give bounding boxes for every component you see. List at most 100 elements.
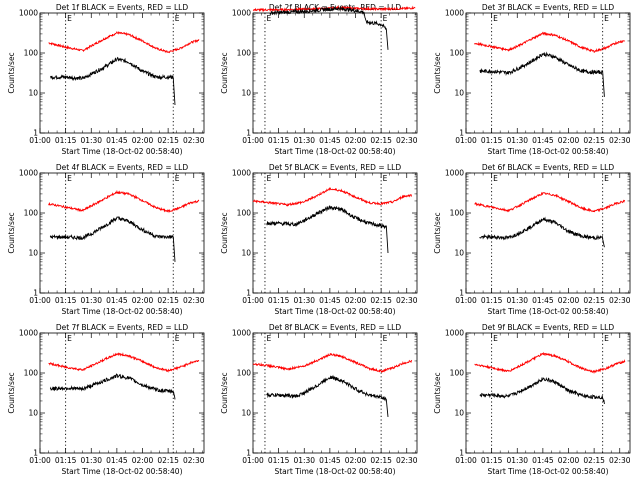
- chart-panel-6: Det 6f BLACK = Events, RED = LLD Counts/s…: [433, 163, 631, 316]
- x-tick-label: 02:30: [609, 296, 631, 305]
- time-marker-label: E: [604, 174, 609, 183]
- x-tick-label: 02:00: [132, 136, 154, 145]
- y-axis-label: Counts/sec: [433, 372, 442, 413]
- x-axis-label: Start Time (18-Oct-02 00:58:40): [61, 467, 182, 476]
- chart-panel-5: Det 5f BLACK = Events, RED = LLD Counts/s…: [220, 163, 418, 316]
- x-tick-label: 01:00: [29, 296, 51, 305]
- y-tick-label: 100: [450, 49, 465, 58]
- y-tick-label: 100: [237, 209, 252, 218]
- chart-title: Det 4f BLACK = Events, RED = LLD: [56, 163, 189, 172]
- chart-title: Det 1f BLACK = Events, RED = LLD: [56, 3, 189, 12]
- y-tick-label: 100: [237, 49, 252, 58]
- x-tick-label: 01:30: [506, 456, 528, 465]
- x-tick-label: 02:00: [345, 296, 367, 305]
- x-tick-label: 01:15: [268, 136, 290, 145]
- chart-title: Det 3f BLACK = Events, RED = LLD: [482, 3, 615, 12]
- x-tick-label: 02:15: [370, 296, 392, 305]
- x-tick-label: 01:00: [29, 456, 51, 465]
- x-tick-label: 02:00: [345, 456, 367, 465]
- x-axis-label: Start Time (18-Oct-02 00:58:40): [61, 307, 182, 316]
- x-tick-label: 01:45: [532, 296, 554, 305]
- y-tick-label: 10: [241, 249, 251, 258]
- x-tick-label: 02:30: [609, 136, 631, 145]
- x-tick-label: 01:45: [532, 136, 554, 145]
- lld-rate-line: [474, 31, 626, 53]
- x-axis-label: Start Time (18-Oct-02 00:58:40): [61, 147, 182, 156]
- x-tick-label: 01:00: [242, 296, 264, 305]
- time-marker-label: E: [175, 334, 180, 343]
- time-marker-label: E: [175, 14, 180, 23]
- time-marker-label: E: [604, 14, 609, 23]
- y-tick-label: 1000: [19, 169, 38, 178]
- lld-rate-line: [474, 191, 626, 213]
- chart-panel-3: Det 3f BLACK = Events, RED = LLD Counts/s…: [433, 3, 631, 156]
- x-tick-label: 01:45: [532, 456, 554, 465]
- x-tick-label: 02:30: [183, 296, 205, 305]
- time-marker-label: E: [383, 14, 388, 23]
- y-tick-label: 1: [459, 449, 464, 458]
- y-tick-label: 10: [241, 409, 251, 418]
- y-tick-label: 1000: [232, 9, 251, 18]
- events-rate-line: [479, 377, 605, 405]
- x-tick-label: 01:30: [293, 296, 315, 305]
- x-tick-label: 01:00: [242, 136, 264, 145]
- events-rate-line: [49, 373, 176, 400]
- x-tick-label: 01:45: [106, 136, 128, 145]
- y-tick-label: 100: [450, 209, 465, 218]
- events-rate-line: [49, 216, 176, 262]
- y-tick-label: 1: [33, 129, 38, 138]
- y-tick-label: 1000: [445, 9, 464, 18]
- y-tick-label: 1: [459, 289, 464, 298]
- x-tick-label: 02:15: [157, 136, 179, 145]
- chart-panel-9: Det 9f BLACK = Events, RED = LLD Counts/s…: [433, 323, 631, 476]
- time-marker-label: E: [493, 334, 498, 343]
- events-rate-line: [266, 374, 389, 417]
- x-tick-label: 01:00: [29, 136, 51, 145]
- x-tick-label: 02:30: [396, 136, 418, 145]
- events-rate-line: [49, 56, 176, 106]
- x-tick-label: 01:30: [80, 456, 102, 465]
- y-axis-label: Counts/sec: [220, 52, 229, 93]
- y-tick-label: 100: [24, 49, 39, 58]
- x-tick-label: 02:00: [558, 456, 580, 465]
- y-tick-label: 10: [454, 89, 464, 98]
- lld-rate-line: [474, 351, 626, 374]
- x-tick-label: 01:30: [506, 296, 528, 305]
- x-tick-label: 01:45: [106, 296, 128, 305]
- y-tick-label: 10: [28, 89, 38, 98]
- y-tick-label: 1: [246, 129, 251, 138]
- x-tick-label: 01:15: [55, 136, 77, 145]
- chart-title: Det 6f BLACK = Events, RED = LLD: [482, 163, 615, 172]
- x-tick-label: 01:15: [55, 456, 77, 465]
- lld-rate-line: [252, 352, 413, 373]
- x-tick-label: 02:00: [345, 136, 367, 145]
- x-tick-label: 01:45: [319, 296, 341, 305]
- plot-frame: [39, 332, 205, 454]
- x-tick-label: 02:30: [396, 296, 418, 305]
- y-tick-label: 1000: [232, 329, 251, 338]
- x-tick-label: 02:15: [157, 456, 179, 465]
- y-axis-label: Counts/sec: [7, 212, 16, 253]
- y-tick-label: 1000: [232, 169, 251, 178]
- events-rate-line: [266, 205, 389, 254]
- y-axis-label: Counts/sec: [220, 372, 229, 413]
- y-tick-label: 10: [454, 409, 464, 418]
- y-tick-label: 1000: [445, 169, 464, 178]
- lld-rate-line: [252, 187, 412, 207]
- x-tick-label: 01:15: [268, 456, 290, 465]
- y-tick-label: 10: [454, 249, 464, 258]
- x-tick-label: 01:45: [319, 456, 341, 465]
- y-axis-label: Counts/sec: [433, 212, 442, 253]
- x-tick-label: 01:30: [293, 136, 315, 145]
- chart-title: Det 5f BLACK = Events, RED = LLD: [269, 163, 402, 172]
- y-tick-label: 100: [450, 369, 465, 378]
- chart-title: Det 9f BLACK = Events, RED = LLD: [482, 323, 615, 332]
- x-tick-label: 01:00: [455, 136, 477, 145]
- x-tick-label: 02:30: [183, 136, 205, 145]
- x-axis-label: Start Time (18-Oct-02 00:58:40): [274, 307, 395, 316]
- x-tick-label: 01:00: [455, 296, 477, 305]
- plot-frame: [39, 12, 205, 134]
- chart-panel-1: Det 1f BLACK = Events, RED = LLD Counts/s…: [7, 3, 205, 156]
- y-tick-label: 10: [28, 249, 38, 258]
- x-tick-label: 01:15: [55, 296, 77, 305]
